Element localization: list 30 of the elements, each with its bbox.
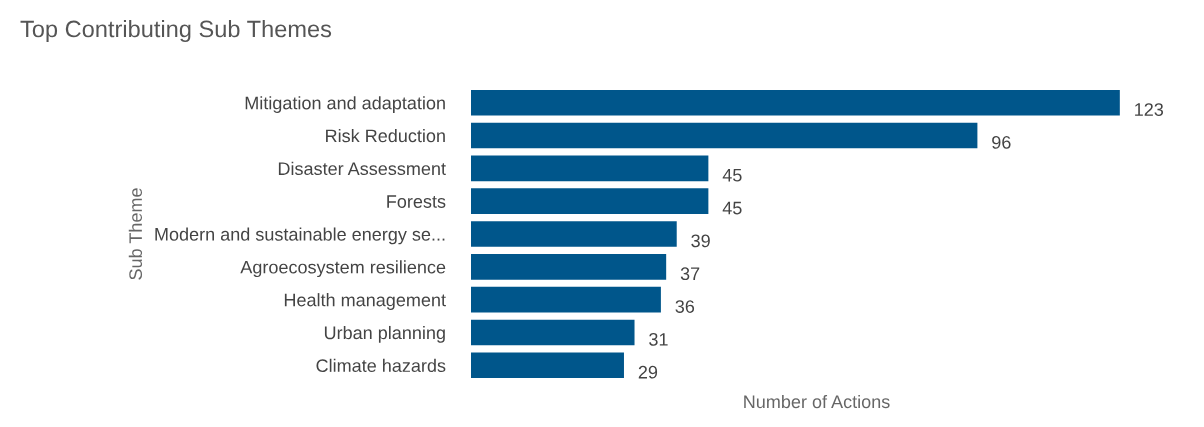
data-label: 45 (722, 169, 742, 182)
data-label: 39 (691, 234, 710, 248)
bar (471, 122, 978, 149)
bar (471, 254, 667, 280)
y-tick-label: Climate hazards (316, 358, 446, 373)
y-tick-label: Forests (387, 195, 446, 208)
y-tick-label: Modern and sustainable energy se... (155, 227, 445, 245)
data-label: 31 (649, 332, 668, 346)
y-tick-label: Risk Reduction (326, 128, 445, 143)
text: Top Contributing Sub Themes (20, 20, 332, 42)
bar (471, 286, 661, 313)
bar (471, 319, 635, 346)
y-tick-label: Urban planning (324, 325, 445, 343)
data-label: 29 (638, 365, 658, 379)
bar (471, 352, 624, 379)
data-label: 45 (722, 201, 742, 215)
bar (471, 155, 709, 182)
bar (471, 221, 677, 247)
y-tick-label: Health management (284, 293, 446, 310)
y-tick-label: Disaster Assessment (278, 161, 446, 176)
bar (471, 89, 1120, 116)
y-tick-label: Mitigation and adaptation (245, 96, 445, 113)
data-label: 123 (1135, 103, 1164, 116)
bar (471, 188, 709, 214)
y-tick-label: Agroecosystem resilience (240, 260, 446, 278)
data-label: 96 (992, 135, 1011, 149)
data-label: 37 (680, 267, 700, 281)
data-label: 36 (675, 300, 695, 313)
x-axis-title: Number of Actions (744, 394, 890, 409)
y-axis-title: Sub Theme (128, 188, 143, 280)
